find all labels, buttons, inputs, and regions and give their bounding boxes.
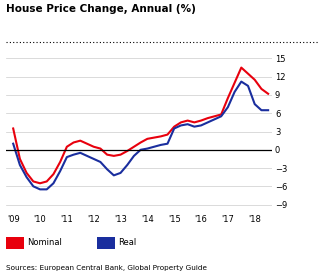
Text: House Price Change, Annual (%): House Price Change, Annual (%) bbox=[6, 4, 196, 14]
Text: Nominal: Nominal bbox=[28, 238, 63, 247]
Text: Real: Real bbox=[118, 238, 136, 247]
Text: Sources: European Central Bank, Global Property Guide: Sources: European Central Bank, Global P… bbox=[6, 265, 207, 271]
